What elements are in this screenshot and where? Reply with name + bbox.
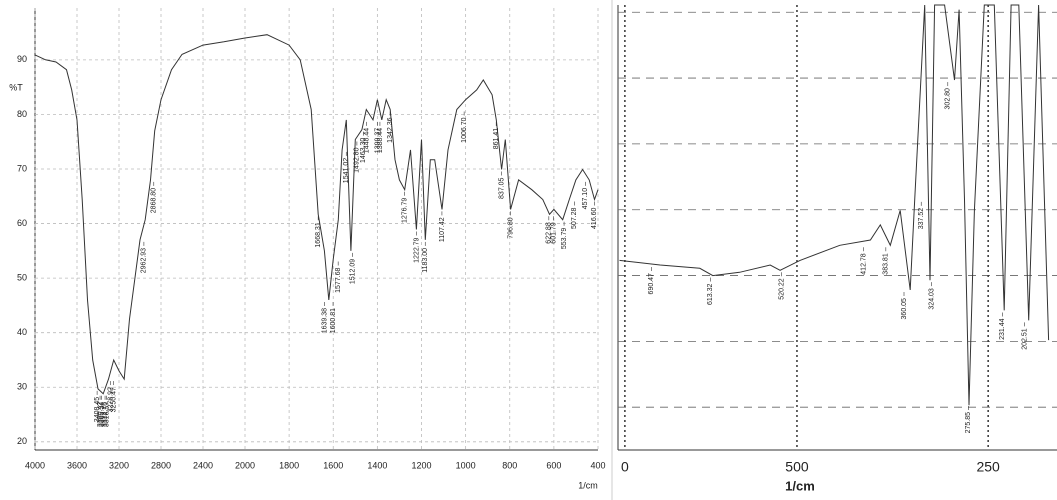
annotation-label: 796.80: [507, 217, 514, 239]
annotation-label: 1668.31: [315, 222, 322, 247]
x-tick-label: 1400: [367, 460, 387, 470]
x-tick-label: 600: [546, 460, 561, 470]
x-tick-label: 250: [976, 459, 1000, 475]
annotation-label: 2868.80: [151, 188, 158, 213]
x-tick-label: 1000: [456, 460, 476, 470]
y-tick-label: 80: [17, 109, 27, 119]
y-axis-label: %T: [9, 82, 23, 92]
x-tick-label: 3200: [109, 460, 129, 470]
annotation-label: 553.79: [561, 228, 568, 250]
x-tick-label: 400: [590, 460, 605, 470]
annotation-label: 507.28: [571, 207, 578, 229]
annotation-label: 1492.80: [354, 147, 361, 172]
annotation-label: 416.60: [591, 207, 598, 229]
annotation-label: 383.81: [883, 253, 890, 275]
annotation-label: 690.47: [648, 273, 655, 295]
x-axis-label: 1/cm: [578, 480, 598, 490]
x-tick-label: 0: [621, 459, 629, 475]
spectrum-line: [34, 34, 599, 395]
annotation-label: 324.03: [928, 288, 935, 310]
annotation-label: 613.32: [707, 283, 714, 305]
annotation-label: 360.05: [901, 298, 908, 320]
annotation-label: 861.41: [493, 128, 500, 150]
y-tick-label: 60: [17, 218, 27, 228]
y-tick-label: 40: [17, 327, 27, 337]
annotation-label: 1006.70: [461, 117, 468, 142]
annotation-label: 457.10: [582, 188, 589, 210]
annotation-label: 302.80: [945, 88, 952, 110]
annotation-label: 1512.09: [349, 259, 356, 284]
annotation-label: 3380.42: [97, 402, 104, 427]
annotation-label: 837.05: [498, 177, 505, 199]
x-tick-label: 2400: [193, 460, 213, 470]
annotation-label: 3278.92: [108, 387, 115, 412]
annotation-label: 3332.76: [102, 402, 109, 427]
x-tick-label: 1200: [411, 460, 431, 470]
annotation-label: 1448.44: [364, 128, 371, 153]
annotation-label: 337.52: [918, 208, 925, 230]
annotation-label: 412.78: [861, 253, 868, 275]
x-tick-label: 2000: [235, 460, 255, 470]
annotation-label: 622.88: [546, 222, 553, 244]
annotation-label: 2962.93: [141, 248, 148, 273]
x-tick-label: 3600: [67, 460, 87, 470]
y-tick-label: 90: [17, 54, 27, 64]
annotation-label: 231.44: [999, 318, 1006, 340]
x-tick-label: 4000: [25, 460, 45, 470]
annotation-label: 1541.02: [343, 158, 350, 183]
annotation-label: 1183.00: [422, 248, 429, 273]
x-tick-label: 2800: [151, 460, 171, 470]
x-axis-label: 1/cm: [785, 478, 815, 493]
annotation-label: 1388.44: [377, 128, 384, 153]
annotation-label: 601.79: [550, 222, 557, 244]
y-tick-label: 20: [17, 436, 27, 446]
annotation-label: 3250.47: [111, 387, 118, 412]
annotation-label: 3318.57: [103, 402, 110, 427]
annotation-label: 1399.37: [374, 128, 381, 153]
y-tick-label: 30: [17, 382, 27, 392]
y-tick-label: 70: [17, 163, 27, 173]
annotation-label: 1463.30: [360, 138, 367, 163]
annotation-label: 1342.36: [387, 117, 394, 142]
x-tick-label: 800: [502, 460, 517, 470]
annotation-label: 1222.79: [413, 237, 420, 262]
annotation-label: 3365.34: [98, 402, 105, 427]
annotation-label: 520.22: [778, 278, 785, 300]
annotation-label: 1107.42: [439, 217, 446, 242]
annotation-label: 1276.79: [401, 198, 408, 223]
x-tick-label: 500: [785, 459, 809, 475]
annotation-label: 1600.81: [330, 308, 337, 333]
annotation-label: 1577.68: [335, 267, 342, 292]
annotation-label: 3408.45: [94, 397, 101, 422]
x-tick-label: 1600: [323, 460, 343, 470]
annotation-label: 275.85: [965, 412, 972, 434]
y-tick-label: 50: [17, 272, 27, 282]
x-tick-label: 1800: [279, 460, 299, 470]
spectrum-line: [619, 4, 1050, 406]
annotation-label: 202.51: [1021, 328, 1028, 350]
annotation-label: 1639.38: [321, 308, 328, 333]
